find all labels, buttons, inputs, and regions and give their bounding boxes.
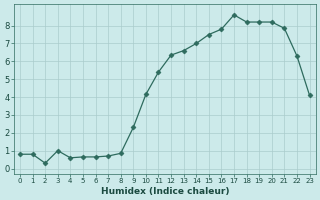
X-axis label: Humidex (Indice chaleur): Humidex (Indice chaleur): [100, 187, 229, 196]
